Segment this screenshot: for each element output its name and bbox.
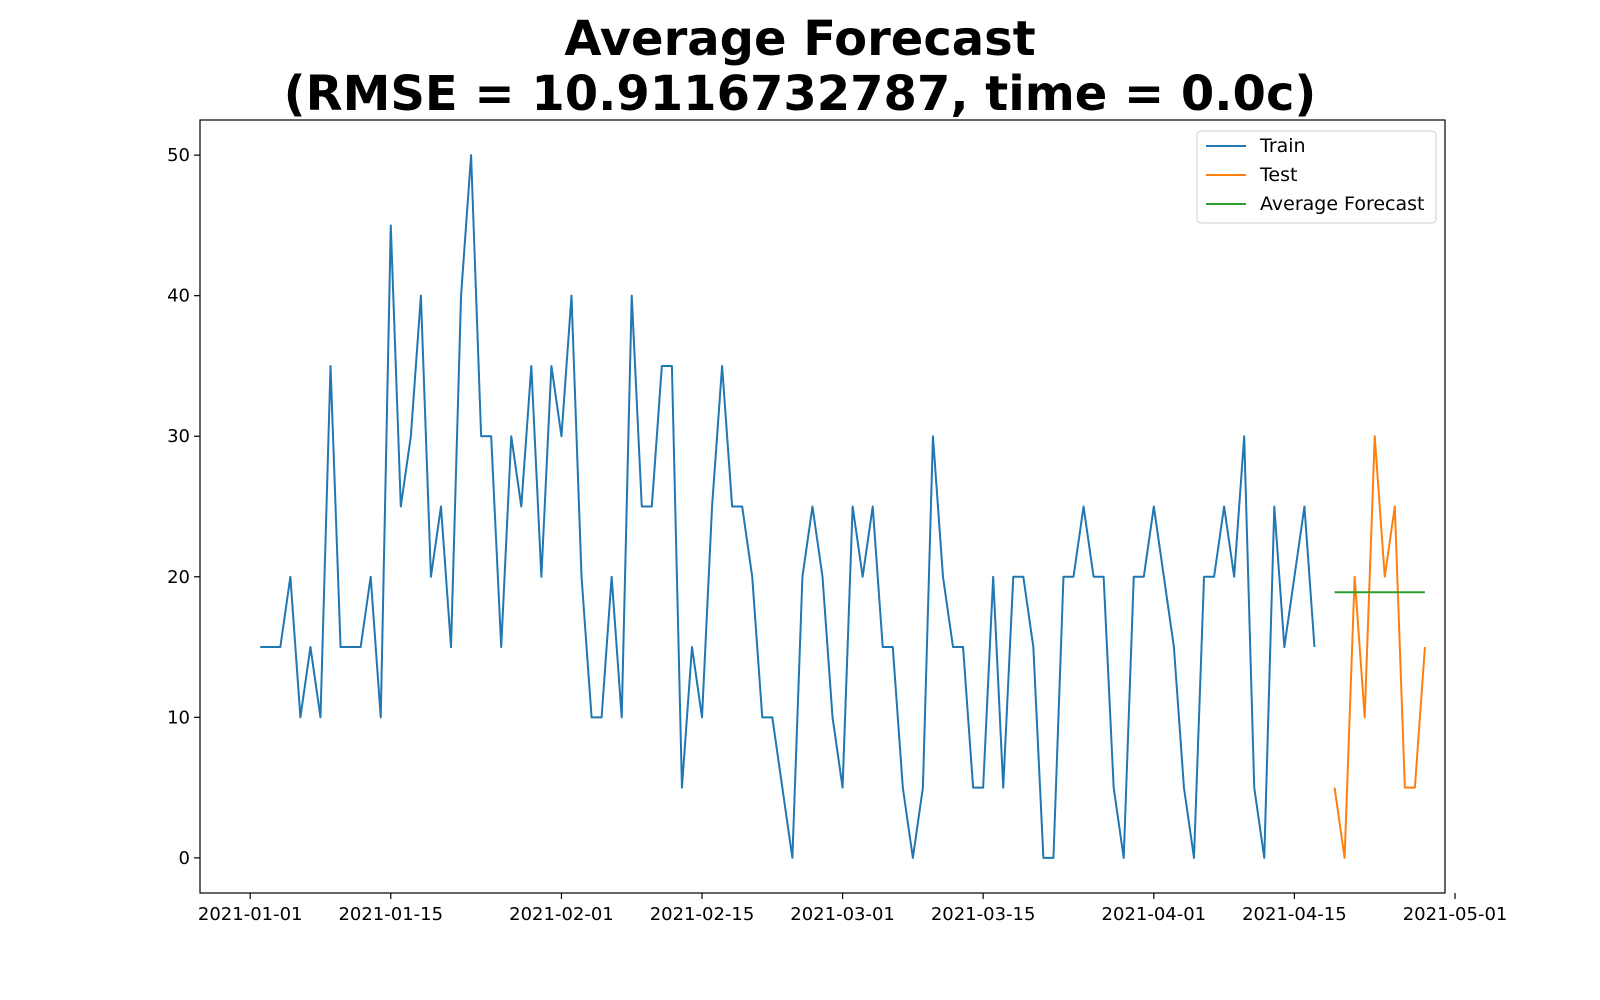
x-tick-label: 2021-02-15 (650, 904, 755, 925)
y-axis: 0 10 20 30 40 50 (167, 145, 200, 869)
x-tick-label: 2021-02-01 (509, 904, 614, 925)
chart-title-line1: Average Forecast (564, 11, 1035, 67)
legend-label-train: Train (1259, 135, 1306, 157)
x-tick-label: 2021-04-01 (1102, 904, 1207, 925)
x-tick-label: 2021-03-15 (931, 904, 1036, 925)
series-line-train (260, 154, 1316, 859)
y-tick-label: 20 (167, 567, 190, 588)
x-tick-label: 2021-01-15 (338, 904, 443, 925)
y-tick-label: 50 (167, 145, 190, 166)
y-tick-label: 10 (167, 707, 190, 728)
x-axis: 2021-01-01 2021-01-15 2021-02-01 2021-02-15… (198, 893, 1507, 925)
series-layer (260, 154, 1426, 859)
x-tick-label: 2021-04-15 (1242, 904, 1347, 925)
x-tick-label: 2021-03-01 (790, 904, 895, 925)
y-tick-label: 40 (167, 286, 190, 307)
legend-box (1196, 130, 1437, 224)
y-tick-label: 0 (179, 848, 190, 869)
y-tick-label: 30 (167, 426, 190, 447)
plot-frame (199, 119, 1446, 894)
legend-label-average-forecast: Average Forecast (1260, 193, 1424, 215)
legend-label-test: Test (1259, 164, 1297, 186)
legend: Train Test Average Forecast (1196, 130, 1437, 224)
x-tick-label: 2021-01-01 (198, 904, 303, 925)
x-tick-label: 2021-05-01 (1403, 904, 1508, 925)
chart-title-line2: (RMSE = 10.9116732787, time = 0.0c) (284, 66, 1317, 122)
series-line-test (1333, 435, 1426, 859)
